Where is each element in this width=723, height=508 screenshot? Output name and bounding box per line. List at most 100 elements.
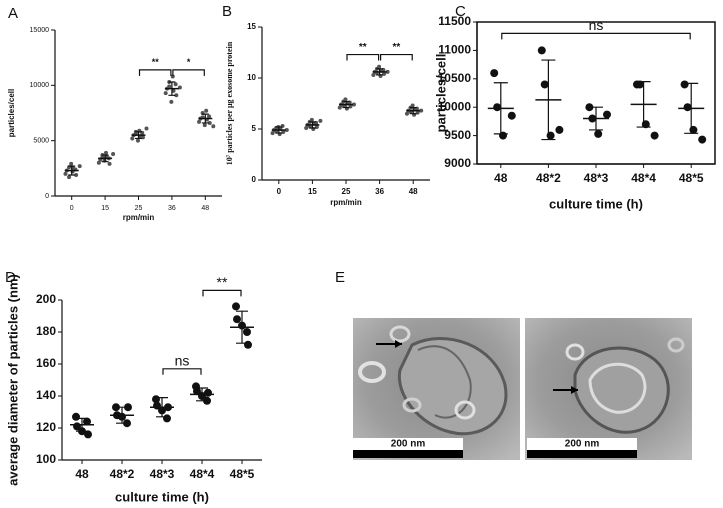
y-tick-label: 0	[45, 193, 49, 200]
error-bar	[275, 126, 283, 134]
panel-label: E	[335, 269, 345, 286]
data-point	[204, 108, 209, 113]
y-tick-label: 140	[36, 388, 56, 402]
data-point	[650, 131, 659, 140]
significance-bracket	[380, 53, 413, 61]
significance-label: **	[152, 57, 160, 67]
scale-bar	[527, 450, 637, 458]
data-point	[69, 161, 74, 166]
x-tick-label: 48*4	[190, 467, 215, 481]
data-point	[507, 111, 516, 120]
y-tick-label: 120	[36, 420, 56, 434]
data-point	[207, 114, 212, 119]
significance-label: *	[187, 57, 191, 67]
y-tick-label: 200	[36, 292, 56, 306]
data-point	[169, 99, 174, 104]
data-point	[698, 135, 707, 144]
x-axis-label: culture time (h)	[549, 196, 643, 211]
y-tick-label: 10000	[438, 99, 472, 113]
error-bar	[376, 68, 384, 76]
error-bar	[493, 82, 508, 135]
data-point	[337, 105, 342, 110]
x-tick-label: 48*5	[230, 467, 255, 481]
data-point	[603, 110, 611, 119]
data-point	[635, 80, 644, 89]
error-bar	[636, 81, 651, 128]
x-tick-label: 36	[168, 205, 176, 212]
plot-frame	[476, 21, 716, 165]
data-point	[103, 150, 108, 155]
micrograph-2	[525, 318, 692, 460]
y-tick-label: 180	[36, 324, 56, 338]
x-axis-label: rpm/min	[123, 213, 155, 222]
data-point	[419, 108, 424, 113]
y-tick-label: 10500	[438, 71, 472, 85]
data-point	[232, 302, 240, 311]
data-point	[243, 328, 251, 336]
data-point	[385, 69, 390, 74]
scale-label: 200 nm	[391, 439, 426, 450]
y-tick-label: 10	[247, 73, 256, 82]
data-point	[144, 126, 149, 131]
data-point	[84, 430, 92, 439]
error-bar	[201, 113, 209, 124]
data-point	[135, 138, 140, 143]
scale-bar	[353, 450, 463, 458]
data-point	[111, 151, 116, 156]
significance-bracket	[346, 53, 380, 61]
error-bar	[168, 81, 176, 96]
data-point	[537, 46, 546, 55]
data-point	[683, 103, 692, 112]
significance-label: ns	[175, 353, 190, 369]
panel-label: D	[5, 269, 16, 286]
x-tick-label: 0	[70, 205, 74, 212]
significance-bracket	[172, 69, 205, 76]
x-tick-label: 48	[409, 187, 418, 196]
significance-bracket	[202, 289, 242, 297]
data-point	[309, 117, 314, 122]
data-point	[130, 136, 135, 141]
data-point	[170, 74, 175, 79]
error-bar	[156, 397, 168, 418]
error-bar	[101, 154, 109, 163]
panel-label: A	[8, 5, 18, 22]
y-tick-label: 11000	[438, 43, 471, 57]
data-point	[371, 72, 376, 77]
data-point	[74, 172, 79, 177]
y-tick-label: 15	[247, 22, 256, 31]
y-axis-label: particles/cell	[433, 54, 448, 133]
data-point	[202, 123, 207, 128]
x-tick-label: 48*5	[679, 171, 704, 185]
data-point	[352, 102, 356, 107]
scale-box	[527, 438, 637, 450]
x-tick-label: 0	[277, 187, 282, 196]
y-axis-label: particles/cell	[7, 89, 16, 137]
data-point	[284, 128, 289, 133]
x-tick-label: 48*3	[150, 467, 175, 481]
significance-bracket	[138, 69, 172, 76]
data-point	[410, 103, 415, 108]
data-point	[680, 80, 689, 89]
error-bar	[135, 131, 142, 140]
scale-box	[353, 438, 463, 450]
data-point	[555, 125, 564, 134]
data-point	[343, 97, 348, 102]
data-point	[173, 82, 178, 87]
data-point	[270, 131, 275, 136]
y-axis-label: 10⁷ particles per µg exosome protein	[225, 41, 234, 165]
x-axis-label: rpm/min	[330, 198, 362, 207]
x-tick-label: 48	[494, 171, 508, 185]
y-tick-label: 15000	[30, 27, 50, 34]
error-bar	[196, 387, 208, 402]
data-point	[163, 414, 171, 423]
error-bar	[342, 100, 350, 109]
y-tick-label: 9000	[444, 156, 471, 170]
x-tick-label: 36	[375, 187, 384, 196]
data-point	[167, 84, 172, 89]
data-point	[163, 91, 168, 96]
data-point	[193, 387, 201, 396]
error-bar	[68, 165, 76, 176]
data-point	[83, 417, 91, 426]
x-tick-label: 25	[342, 187, 351, 196]
